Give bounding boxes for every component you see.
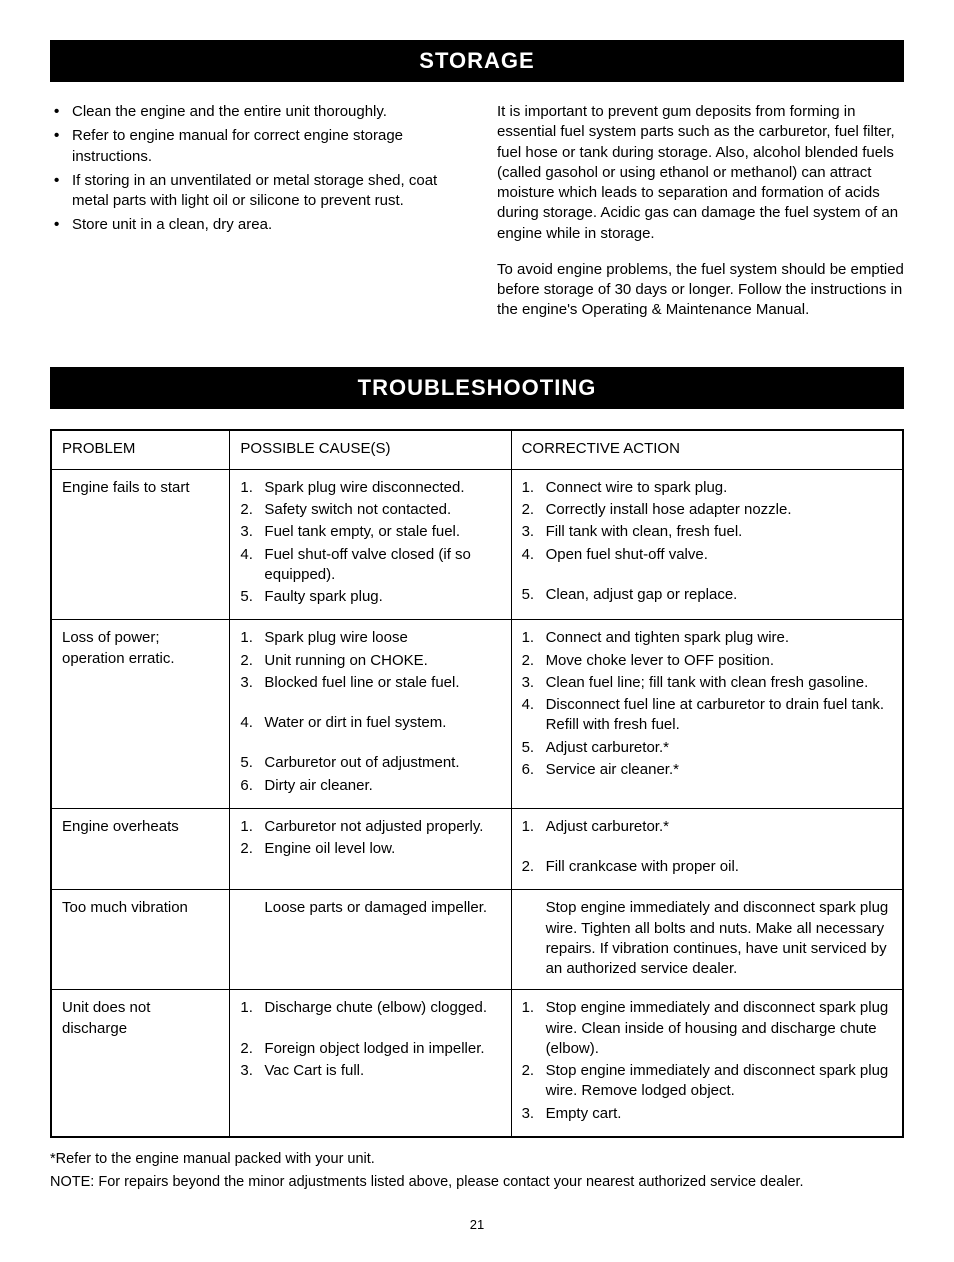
list-item: Service air cleaner.*: [522, 760, 892, 780]
list-item: Fuel shut-off valve closed (if so equipp…: [240, 545, 500, 586]
list-item: Fuel tank empty, or stale fuel.: [240, 522, 500, 542]
storage-header: STORAGE: [50, 40, 904, 82]
list-item: Carburetor not adjusted properly.: [240, 817, 500, 837]
list-item: Blocked fuel line or stale fuel.: [240, 673, 500, 693]
cell-action: Stop engine immediately and disconnect s…: [511, 990, 903, 1137]
list-item: Faulty spark plug.: [240, 587, 500, 607]
cell-problem: Too much vibration: [51, 890, 230, 990]
header-action: CORRECTIVE ACTION: [511, 430, 903, 470]
list-item: Connect wire to spark plug.: [522, 478, 892, 498]
footnote-2: NOTE: For repairs beyond the minor adjus…: [50, 1173, 904, 1193]
footnote-1: *Refer to the engine manual packed with …: [50, 1150, 904, 1170]
storage-bullet: If storing in an unventilated or metal s…: [50, 171, 457, 212]
header-problem: PROBLEM: [51, 430, 230, 470]
list-item: Adjust carburetor.*: [522, 738, 892, 758]
cell-cause: Carburetor not adjusted properly.Engine …: [230, 808, 511, 890]
cell-action: Connect wire to spark plug.Correctly ins…: [511, 469, 903, 620]
header-cause: POSSIBLE CAUSE(S): [230, 430, 511, 470]
table-row: Unit does not dischargeDischarge chute (…: [51, 990, 903, 1137]
list-item: Safety switch not contacted.: [240, 500, 500, 520]
list-item: Fill tank with clean, fresh fuel.: [522, 522, 892, 542]
list-item: Carburetor out of adjustment.: [240, 753, 500, 773]
table-body: Engine fails to startSpark plug wire dis…: [51, 469, 903, 1137]
storage-content: Clean the engine and the entire unit tho…: [50, 102, 904, 337]
storage-left-col: Clean the engine and the entire unit tho…: [50, 102, 457, 337]
list-item: Foreign object lodged in impeller.: [240, 1039, 500, 1059]
list-item: Open fuel shut-off valve.: [522, 545, 892, 565]
list-item: Stop engine immediately and disconnect s…: [522, 1061, 892, 1102]
list-item: Connect and tighten spark plug wire.: [522, 628, 892, 648]
list-item: Water or dirt in fuel system.: [240, 713, 500, 733]
list-item: Unit running on CHOKE.: [240, 651, 500, 671]
table-header-row: PROBLEM POSSIBLE CAUSE(S) CORRECTIVE ACT…: [51, 430, 903, 470]
list-item: Move choke lever to OFF position.: [522, 651, 892, 671]
cell-cause: Spark plug wire loose Unit running on CHO…: [230, 620, 511, 809]
cell-problem: Engine fails to start: [51, 469, 230, 620]
table-row: Engine fails to startSpark plug wire dis…: [51, 469, 903, 620]
list-item: Disconnect fuel line at carburetor to dr…: [522, 695, 892, 736]
list-item: Fill crankcase with proper oil.: [522, 857, 892, 877]
list-item: Clean fuel line; fill tank with clean fr…: [522, 673, 892, 693]
cell-problem: Engine overheats: [51, 808, 230, 890]
cell-problem: Unit does not discharge: [51, 990, 230, 1137]
troubleshooting-header: TROUBLESHOOTING: [50, 367, 904, 409]
cell-cause: Spark plug wire disconnected.Safety swit…: [230, 469, 511, 620]
storage-bullets: Clean the engine and the entire unit tho…: [50, 102, 457, 236]
storage-para-2: To avoid engine problems, the fuel syste…: [497, 260, 904, 321]
list-item: Adjust carburetor.*: [522, 817, 892, 837]
page-number: 21: [50, 1217, 904, 1232]
list-item: Clean, adjust gap or replace.: [522, 585, 892, 605]
list-item: Dirty air cleaner.: [240, 776, 500, 796]
list-item: Discharge chute (elbow) clogged.: [240, 998, 500, 1018]
cell-cause: Discharge chute (elbow) clogged. Foreign …: [230, 990, 511, 1137]
storage-para-1: It is important to prevent gum deposits …: [497, 102, 904, 244]
storage-right-col: It is important to prevent gum deposits …: [497, 102, 904, 337]
table-row: Loss of power; operation erratic.Spark p…: [51, 620, 903, 809]
list-item: Stop engine immediately and disconnect s…: [522, 998, 892, 1059]
storage-bullet: Store unit in a clean, dry area.: [50, 215, 457, 235]
list-item: Vac Cart is full.: [240, 1061, 500, 1081]
cell-problem: Loss of power; operation erratic.: [51, 620, 230, 809]
list-item: Correctly install hose adapter nozzle.: [522, 500, 892, 520]
list-item: Spark plug wire loose: [240, 628, 500, 648]
list-item: Spark plug wire disconnected.: [240, 478, 500, 498]
cell-action: Adjust carburetor.* Fill crankcase with p…: [511, 808, 903, 890]
storage-bullet: Clean the engine and the entire unit tho…: [50, 102, 457, 122]
troubleshooting-table: PROBLEM POSSIBLE CAUSE(S) CORRECTIVE ACT…: [50, 429, 904, 1138]
storage-bullet: Refer to engine manual for correct engin…: [50, 126, 457, 167]
cell-action: Stop engine immediately and disconnect s…: [511, 890, 903, 990]
cell-action: Connect and tighten spark plug wire. Move…: [511, 620, 903, 809]
cell-cause: Loose parts or damaged impeller.: [230, 890, 511, 990]
table-row: Too much vibrationLoose parts or damaged…: [51, 890, 903, 990]
list-item: Engine oil level low.: [240, 839, 500, 859]
table-row: Engine overheatsCarburetor not adjusted …: [51, 808, 903, 890]
list-item: Empty cart.: [522, 1104, 892, 1124]
